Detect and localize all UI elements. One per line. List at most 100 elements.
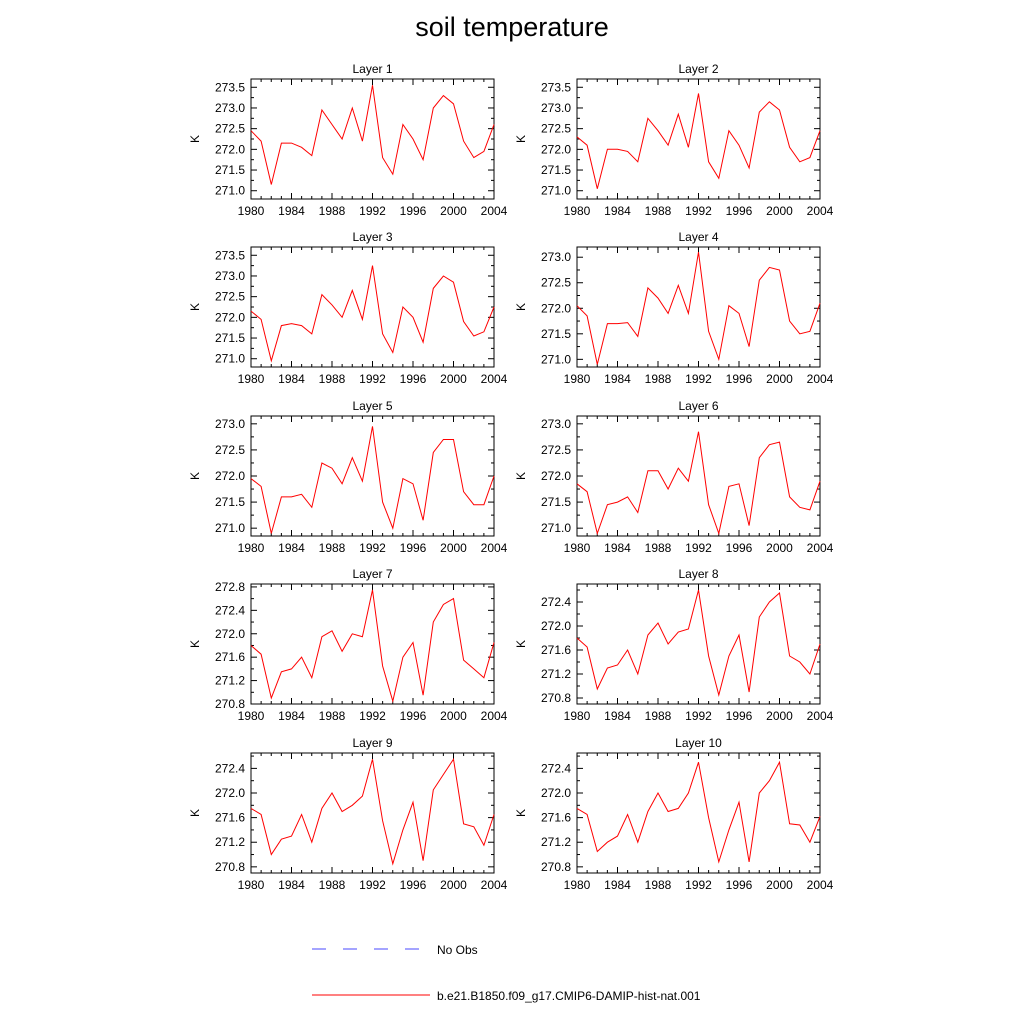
y-axis-label: K xyxy=(188,640,202,648)
x-tick-label: 2004 xyxy=(481,372,508,386)
y-axis-label: K xyxy=(188,472,202,480)
x-tick-label: 1996 xyxy=(726,372,753,386)
y-tick-label: 272.0 xyxy=(541,142,571,156)
y-axis-label: K xyxy=(514,303,528,311)
plot-frame xyxy=(250,415,495,537)
y-tick-label: 271.2 xyxy=(215,674,245,688)
plot-frame xyxy=(250,246,495,368)
y-tick-label: 271.0 xyxy=(541,521,571,535)
x-tick-label: 1984 xyxy=(278,541,305,555)
x-tick-label: 2000 xyxy=(440,372,467,386)
panel-title: Layer 4 xyxy=(678,230,718,244)
y-axis-label: K xyxy=(514,472,528,480)
y-tick-label: 271.5 xyxy=(541,495,571,509)
y-tick-label: 273.0 xyxy=(541,250,571,264)
y-tick-label: 271.5 xyxy=(541,327,571,341)
panel-title: Layer 1 xyxy=(352,62,392,76)
panel-title: Layer 10 xyxy=(675,736,722,750)
plot-frame xyxy=(576,752,821,874)
x-tick-label: 1992 xyxy=(685,372,712,386)
x-tick-label: 1996 xyxy=(400,204,427,218)
y-tick-label: 271.0 xyxy=(541,184,571,198)
y-tick-label: 273.5 xyxy=(541,80,571,94)
legend-label: No Obs xyxy=(437,943,478,957)
x-tick-label: 1980 xyxy=(564,541,591,555)
y-tick-label: 271.6 xyxy=(215,650,245,664)
y-tick-label: 272.5 xyxy=(215,122,245,136)
y-tick-label: 272.5 xyxy=(541,276,571,290)
x-tick-label: 1992 xyxy=(359,204,386,218)
x-tick-label: 1992 xyxy=(359,878,386,892)
panel-title: Layer 9 xyxy=(352,736,392,750)
x-tick-label: 1984 xyxy=(278,709,305,723)
x-tick-label: 1988 xyxy=(319,204,346,218)
x-tick-label: 2004 xyxy=(481,878,508,892)
x-tick-label: 2004 xyxy=(807,372,834,386)
y-tick-label: 272.0 xyxy=(215,310,245,324)
y-tick-label: 271.2 xyxy=(541,835,571,849)
y-axis-label: K xyxy=(188,303,202,311)
series-line xyxy=(250,757,495,866)
panel-title: Layer 6 xyxy=(678,399,718,413)
x-tick-label: 1992 xyxy=(685,709,712,723)
y-tick-label: 271.0 xyxy=(541,352,571,366)
y-tick-label: 273.0 xyxy=(541,101,571,115)
plot-frame xyxy=(250,752,495,874)
y-tick-label: 271.5 xyxy=(215,331,245,345)
x-tick-label: 1980 xyxy=(238,709,265,723)
x-tick-label: 1992 xyxy=(359,541,386,555)
y-tick-label: 271.2 xyxy=(541,667,571,681)
x-tick-label: 2000 xyxy=(440,204,467,218)
y-tick-label: 272.4 xyxy=(541,595,571,609)
y-axis-label: K xyxy=(514,640,528,648)
y-tick-label: 272.0 xyxy=(215,627,245,641)
x-tick-label: 1984 xyxy=(604,541,631,555)
x-tick-label: 1996 xyxy=(726,541,753,555)
y-tick-label: 272.0 xyxy=(541,619,571,633)
y-tick-label: 273.0 xyxy=(215,417,245,431)
x-tick-label: 1996 xyxy=(726,709,753,723)
x-tick-label: 1980 xyxy=(564,372,591,386)
panel-title: Layer 5 xyxy=(352,399,392,413)
y-tick-label: 272.0 xyxy=(541,469,571,483)
series-line xyxy=(250,589,495,704)
series-line xyxy=(250,85,495,185)
y-tick-label: 271.6 xyxy=(215,811,245,825)
x-tick-label: 2004 xyxy=(481,709,508,723)
x-tick-label: 1992 xyxy=(359,709,386,723)
page-title: soil temperature xyxy=(415,12,609,42)
series-line xyxy=(576,93,821,189)
y-axis-label: K xyxy=(514,809,528,817)
y-tick-label: 273.5 xyxy=(215,248,245,262)
panel-title: Layer 7 xyxy=(352,567,392,581)
x-tick-label: 2000 xyxy=(766,709,793,723)
y-tick-label: 271.5 xyxy=(215,495,245,509)
x-tick-label: 1992 xyxy=(685,878,712,892)
panel-title: Layer 2 xyxy=(678,62,718,76)
y-tick-label: 272.4 xyxy=(215,603,245,617)
y-tick-label: 272.5 xyxy=(215,290,245,304)
plot-frame xyxy=(576,583,821,705)
x-tick-label: 1980 xyxy=(564,204,591,218)
x-tick-label: 2004 xyxy=(481,541,508,555)
y-tick-label: 271.6 xyxy=(541,643,571,657)
x-tick-label: 1980 xyxy=(564,709,591,723)
x-tick-label: 1984 xyxy=(278,204,305,218)
y-tick-label: 270.8 xyxy=(215,697,245,711)
x-tick-label: 1992 xyxy=(685,541,712,555)
y-tick-label: 273.0 xyxy=(215,269,245,283)
x-tick-label: 1988 xyxy=(319,709,346,723)
x-tick-label: 1988 xyxy=(645,878,672,892)
x-tick-label: 2004 xyxy=(807,204,834,218)
x-tick-label: 1980 xyxy=(238,372,265,386)
y-tick-label: 271.5 xyxy=(541,163,571,177)
x-tick-label: 2000 xyxy=(766,541,793,555)
x-tick-label: 1984 xyxy=(278,372,305,386)
y-tick-label: 272.4 xyxy=(541,761,571,775)
x-tick-label: 1984 xyxy=(604,709,631,723)
y-tick-label: 271.6 xyxy=(541,811,571,825)
x-tick-label: 1980 xyxy=(238,204,265,218)
x-tick-label: 1996 xyxy=(726,204,753,218)
y-tick-label: 270.8 xyxy=(541,691,571,705)
